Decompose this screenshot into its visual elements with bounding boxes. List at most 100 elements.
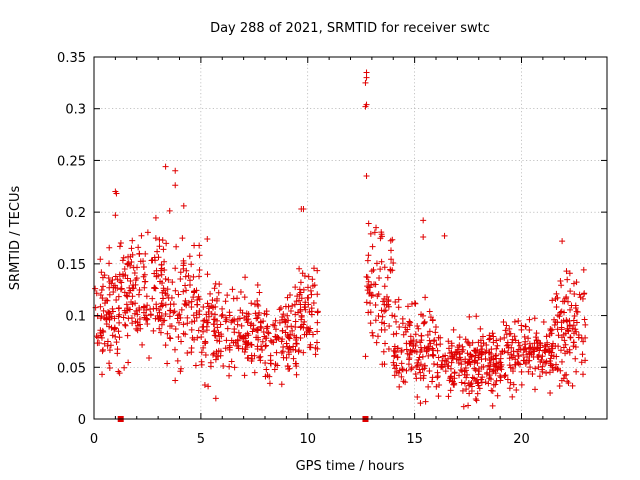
data-point	[367, 230, 374, 237]
data-point	[500, 318, 507, 325]
data-point	[92, 285, 99, 292]
data-point	[285, 334, 292, 341]
data-point	[254, 327, 261, 334]
data-point	[542, 343, 549, 350]
data-point	[375, 291, 382, 298]
data-point	[231, 325, 238, 332]
data-point	[175, 333, 182, 340]
data-point	[222, 314, 229, 321]
data-point	[284, 343, 291, 350]
data-point	[188, 326, 195, 333]
data-point	[262, 359, 269, 366]
data-point	[520, 351, 527, 358]
data-point	[432, 324, 439, 331]
data-point	[494, 392, 501, 399]
data-point	[248, 341, 255, 348]
data-point	[415, 325, 422, 332]
data-point	[203, 311, 210, 318]
data-point	[400, 378, 407, 385]
data-point	[480, 363, 487, 370]
data-point	[515, 318, 522, 325]
data-point	[180, 202, 187, 209]
data-point	[526, 327, 533, 334]
data-point	[262, 373, 269, 380]
data-point	[254, 314, 261, 321]
data-point	[422, 398, 429, 405]
data-point	[372, 317, 379, 324]
data-point	[553, 303, 560, 310]
data-point	[417, 361, 424, 368]
data-point	[509, 393, 516, 400]
data-point	[362, 353, 369, 360]
data-point	[117, 239, 124, 246]
data-point	[522, 360, 529, 367]
data-point	[277, 304, 284, 311]
data-point	[156, 325, 163, 332]
data-point	[466, 359, 473, 366]
data-point	[287, 308, 294, 315]
data-point	[203, 319, 210, 326]
data-point	[259, 347, 266, 354]
data-point	[290, 355, 297, 362]
data-point	[479, 333, 486, 340]
data-point	[125, 359, 132, 366]
data-point	[310, 299, 317, 306]
data-point	[131, 269, 138, 276]
data-point	[522, 323, 529, 330]
data-point	[301, 304, 308, 311]
data-point	[136, 250, 143, 257]
data-point	[542, 349, 549, 356]
data-point	[509, 365, 516, 372]
data-point	[162, 342, 169, 349]
data-point	[383, 293, 390, 300]
data-point	[157, 329, 164, 336]
data-point	[136, 316, 143, 323]
data-point	[123, 301, 130, 308]
data-point	[147, 312, 154, 319]
data-point	[129, 237, 136, 244]
data-point	[545, 348, 552, 355]
data-point	[464, 350, 471, 357]
data-point	[249, 355, 256, 362]
data-point	[494, 342, 501, 349]
data-point	[250, 325, 257, 332]
y-tick-label: 0.25	[57, 154, 86, 169]
data-point	[543, 358, 550, 365]
data-point	[220, 363, 227, 370]
data-point	[504, 376, 511, 383]
data-point	[256, 289, 263, 296]
data-point	[372, 281, 379, 288]
data-point	[469, 374, 476, 381]
data-point	[198, 358, 205, 365]
data-point	[385, 346, 392, 353]
data-point	[181, 301, 188, 308]
data-point	[382, 340, 389, 347]
data-point	[209, 304, 216, 311]
data-point	[429, 345, 436, 352]
data-point	[100, 307, 107, 314]
data-point	[390, 331, 397, 338]
data-point	[125, 253, 132, 260]
data-point	[124, 332, 131, 339]
data-point	[151, 270, 158, 277]
data-point	[560, 375, 567, 382]
data-point	[109, 332, 116, 339]
data-point	[278, 316, 285, 323]
data-point	[457, 366, 464, 373]
data-point	[180, 288, 187, 295]
data-point	[120, 254, 127, 261]
data-point	[300, 286, 307, 293]
data-point	[166, 313, 173, 320]
data-point	[118, 279, 125, 286]
data-point	[291, 301, 298, 308]
data-point	[408, 301, 415, 308]
data-point	[297, 301, 304, 308]
data-point	[513, 386, 520, 393]
data-point	[280, 311, 287, 318]
data-point	[391, 352, 398, 359]
data-point	[414, 362, 421, 369]
data-point	[367, 300, 374, 307]
data-point	[566, 270, 573, 277]
data-point	[388, 247, 395, 254]
